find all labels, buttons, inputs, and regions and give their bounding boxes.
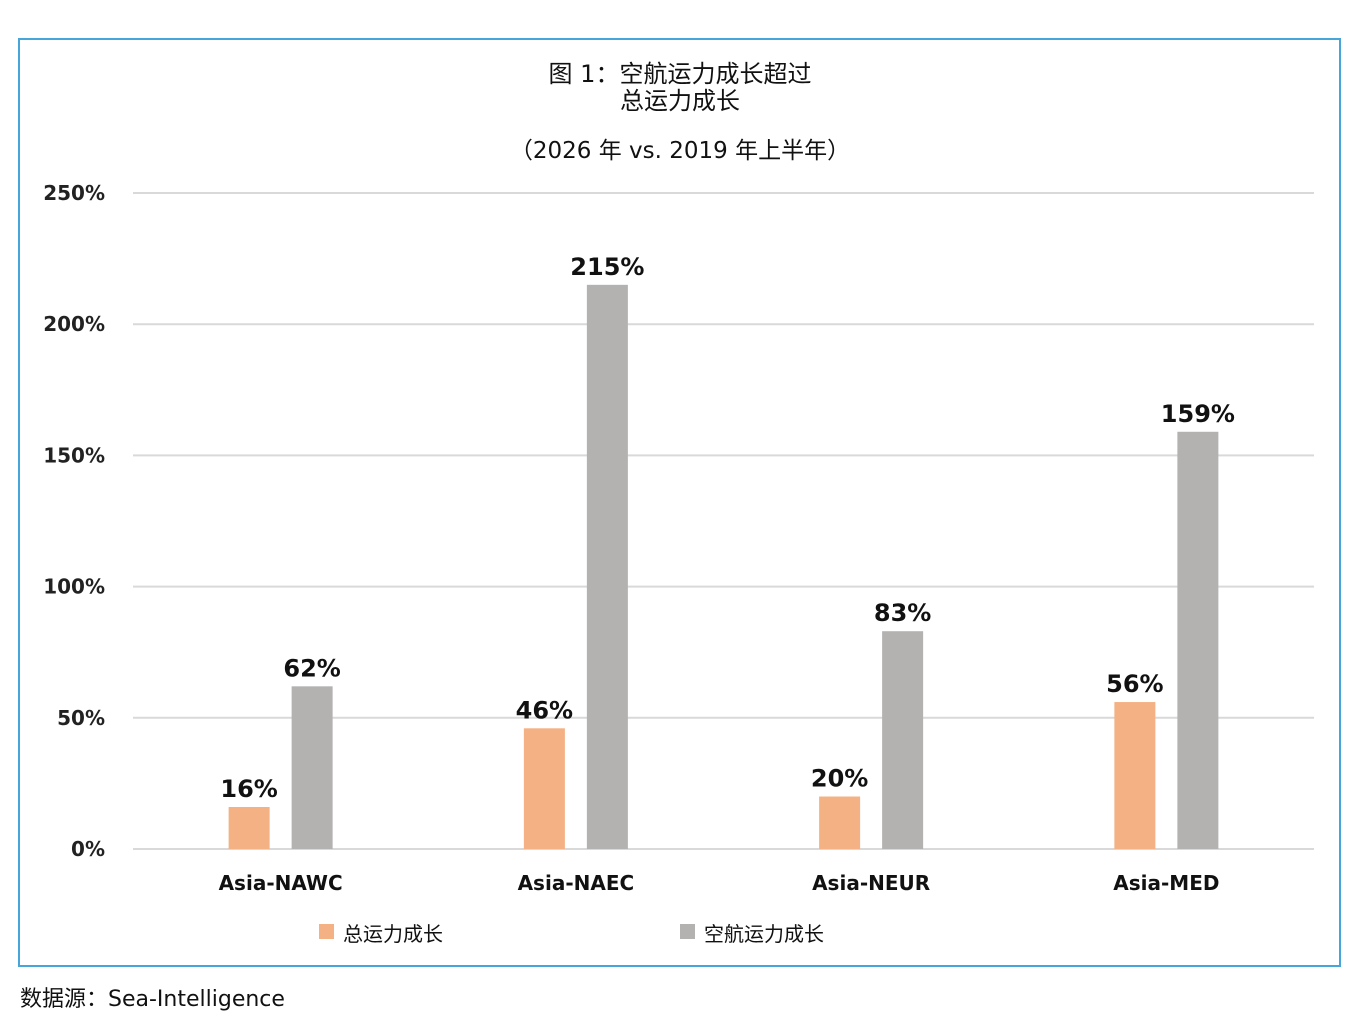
legend-label: 空航运力成长: [704, 922, 824, 946]
data-label: 20%: [811, 765, 868, 793]
data-label: 46%: [516, 696, 573, 724]
bar: [1177, 431, 1219, 849]
bar: [819, 796, 861, 849]
y-tick-label: 100%: [43, 575, 105, 599]
source-note: 数据源：Sea-Intelligence: [20, 987, 285, 1012]
data-label: 215%: [570, 253, 644, 281]
chart-title-line: 总运力成长: [620, 87, 740, 115]
chart-frame: [18, 38, 1341, 967]
legend-label: 总运力成长: [343, 922, 443, 946]
chart-title-line: 图 1：空航运力成长超过: [549, 60, 812, 88]
y-tick-label: 200%: [43, 312, 105, 336]
data-label: 83%: [874, 599, 931, 627]
bar: [586, 284, 628, 850]
bar: [291, 686, 333, 849]
y-tick-label: 0%: [71, 837, 105, 861]
y-tick-label: 50%: [57, 706, 105, 730]
y-tick-label: 150%: [43, 443, 105, 467]
data-label: 62%: [283, 654, 340, 682]
x-tick-label: Asia-NAWC: [219, 871, 343, 895]
bar: [523, 728, 565, 849]
legend-swatch: [680, 924, 695, 939]
data-label: 159%: [1161, 400, 1235, 428]
bar: [228, 807, 270, 849]
bar: [1114, 702, 1156, 849]
data-label: 56%: [1106, 670, 1163, 698]
bar: [882, 631, 924, 849]
x-tick-label: Asia-NAEC: [518, 871, 635, 895]
x-tick-label: Asia-MED: [1113, 871, 1219, 895]
y-tick-label: 250%: [43, 181, 105, 205]
data-label: 16%: [220, 775, 277, 803]
legend-swatch: [319, 924, 334, 939]
chart-subtitle: （2026 年 vs. 2019 年上半年）: [510, 138, 850, 164]
x-tick-label: Asia-NEUR: [812, 871, 930, 895]
